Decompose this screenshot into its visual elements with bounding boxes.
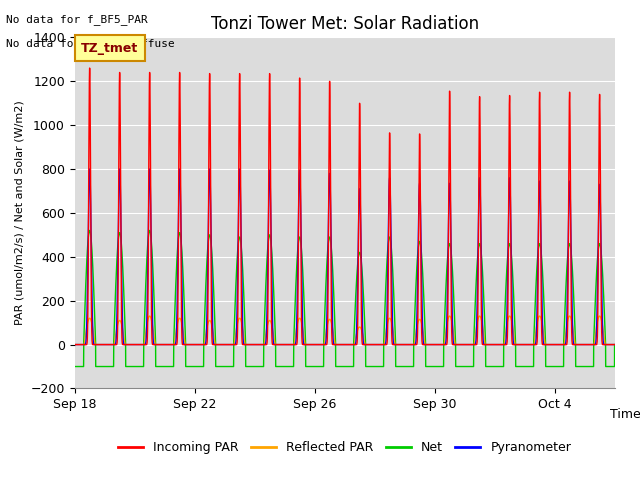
Text: No data for f_BF5_PAR: No data for f_BF5_PAR [6,14,148,25]
Title: Tonzi Tower Met: Solar Radiation: Tonzi Tower Met: Solar Radiation [211,15,479,33]
X-axis label: Time: Time [610,408,640,421]
Legend: Incoming PAR, Reflected PAR, Net, Pyranometer: Incoming PAR, Reflected PAR, Net, Pyrano… [113,436,576,459]
Text: TZ_tmet: TZ_tmet [81,42,138,55]
Text: No data for f_BF5_Diffuse: No data for f_BF5_Diffuse [6,38,175,49]
Y-axis label: PAR (umol/m2/s) / Net and Solar (W/m2): PAR (umol/m2/s) / Net and Solar (W/m2) [15,100,25,325]
